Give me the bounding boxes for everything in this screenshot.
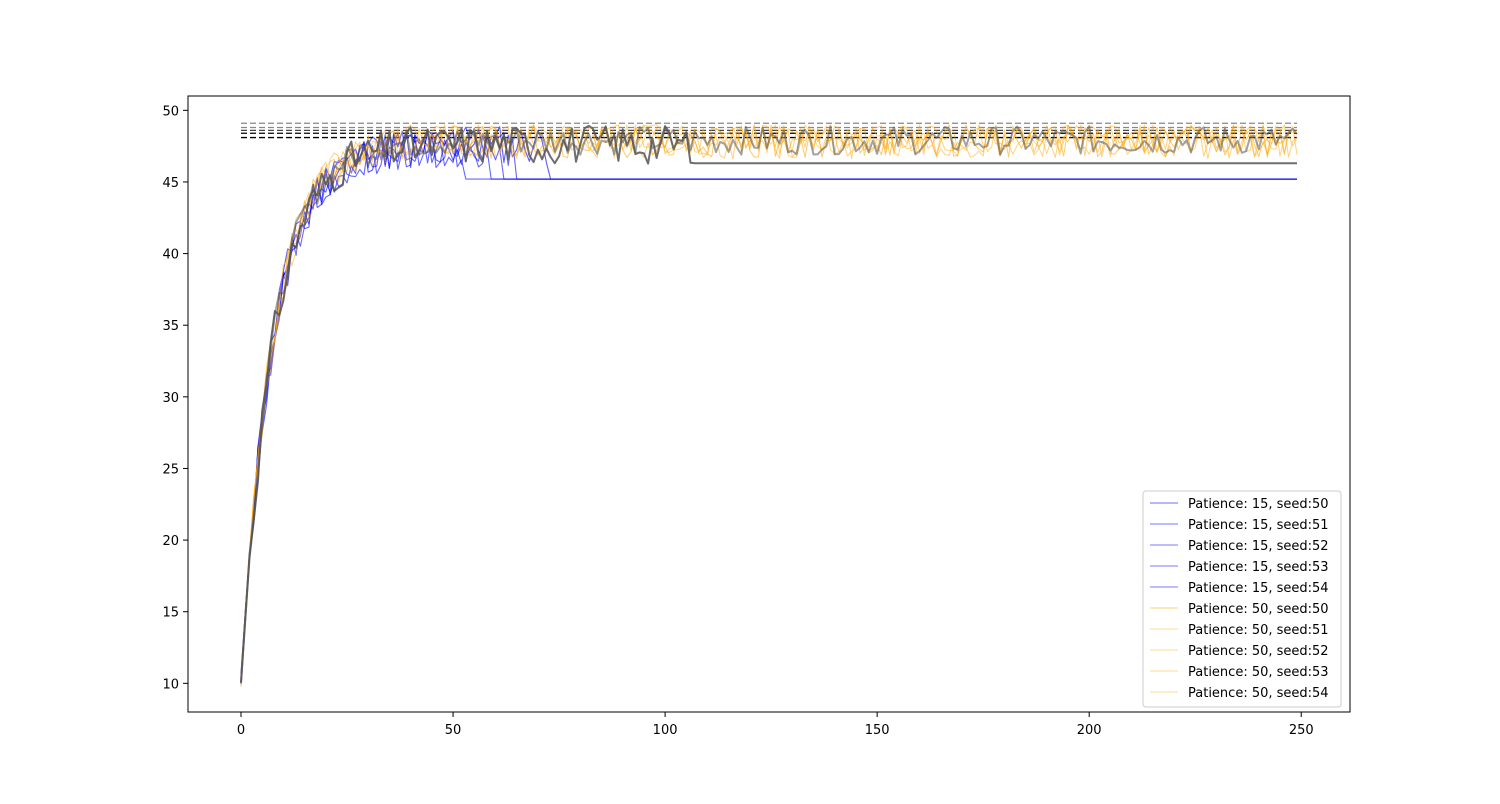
legend-box — [1142, 490, 1342, 708]
legend-label: Patience: 50, seed:53 — [1188, 665, 1329, 680]
legend-label: Patience: 50, seed:52 — [1188, 644, 1329, 659]
legend-label: Patience: 50, seed:50 — [1188, 602, 1329, 617]
x-tick-label: 200 — [1077, 723, 1102, 738]
legend-label: Patience: 50, seed:54 — [1188, 686, 1329, 701]
plot-frame — [187, 95, 1351, 713]
series-line-7 — [240, 124, 1298, 678]
y-tick-label: 10 — [162, 677, 179, 692]
series-line-5 — [240, 124, 1298, 681]
series-lines — [240, 124, 1298, 688]
y-tick-label: 40 — [162, 248, 179, 263]
unlabeled-series-line-1 — [240, 125, 1298, 683]
y-tick-label: 25 — [162, 462, 179, 477]
legend-label: Patience: 15, seed:50 — [1188, 497, 1329, 512]
series-line-3 — [240, 132, 1297, 681]
series-line-4 — [240, 126, 1297, 685]
series-line-0 — [240, 126, 1297, 674]
y-tick-label: 35 — [162, 319, 179, 334]
y-tick-label: 20 — [162, 534, 179, 549]
x-axis: 0 50 100 150 200 250 — [237, 712, 1314, 738]
series-line-6 — [240, 124, 1298, 688]
x-tick-label: 250 — [1289, 723, 1314, 738]
x-tick-label: 150 — [865, 723, 890, 738]
series-line-2 — [240, 131, 1297, 684]
series-line-8 — [240, 124, 1298, 681]
y-tick-label: 45 — [162, 176, 179, 191]
legend: Patience: 15, seed:50 Patience: 15, seed:… — [1142, 490, 1342, 708]
legend-label: Patience: 50, seed:51 — [1188, 623, 1329, 638]
legend-label: Patience: 15, seed:51 — [1188, 518, 1329, 533]
series-line-1 — [240, 131, 1297, 679]
unlabeled-series-line-0 — [240, 124, 1297, 683]
y-tick-label: 30 — [162, 391, 179, 406]
x-tick-label: 0 — [237, 723, 245, 738]
y-tick-label: 15 — [162, 606, 179, 621]
series-line-9 — [240, 124, 1298, 679]
legend-label: Patience: 15, seed:54 — [1188, 581, 1329, 596]
legend-label: Patience: 15, seed:52 — [1188, 539, 1329, 554]
y-axis: 10 15 20 25 30 35 40 45 50 — [162, 104, 188, 692]
x-tick-label: 50 — [445, 723, 462, 738]
x-tick-label: 100 — [653, 723, 678, 738]
y-tick-label: 50 — [162, 104, 179, 119]
legend-label: Patience: 15, seed:53 — [1188, 560, 1329, 575]
